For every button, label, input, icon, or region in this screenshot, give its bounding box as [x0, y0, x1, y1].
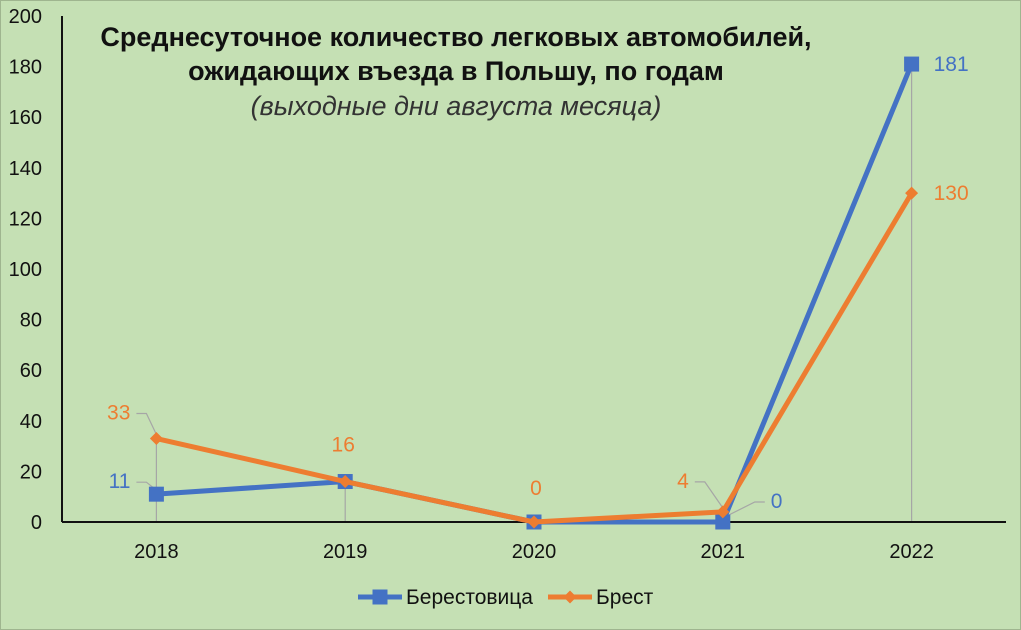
legend: Берестовица Брест	[358, 586, 654, 609]
point-marker	[148, 486, 164, 502]
y-tick-labels: 0 20 40 60 80 100 120 140 160 180 200	[9, 6, 42, 534]
point-marker	[149, 432, 163, 446]
y-tick-label: 20	[20, 461, 42, 483]
point-marker	[527, 515, 541, 529]
x-tick-label: 2019	[323, 541, 368, 563]
point-marker	[904, 56, 920, 72]
x-tick-label: 2018	[134, 541, 179, 563]
point-marker	[338, 475, 352, 489]
point-marker	[716, 505, 730, 519]
data-label: 0	[530, 477, 542, 500]
y-tick-label: 180	[9, 57, 42, 79]
data-label: 11	[109, 470, 131, 493]
point-marker	[905, 186, 919, 200]
x-tick-label: 2022	[889, 541, 934, 563]
y-tick-label: 40	[20, 411, 42, 433]
chart-subtitle: (выходные дни августа месяца)	[251, 91, 662, 121]
y-tick-label: 100	[9, 259, 42, 281]
data-label: 33	[107, 402, 130, 425]
data-label: 4	[677, 470, 689, 493]
series-lines	[148, 56, 920, 530]
y-tick-label: 60	[20, 360, 42, 382]
chart-title-line-1: Среднесуточное количество легковых автом…	[100, 22, 811, 52]
x-tick-labels: 2018 2019 2020 2021 2022	[134, 541, 934, 563]
legend-label: Берестовица	[406, 586, 533, 609]
data-label: 130	[934, 182, 969, 205]
series-line-1	[153, 61, 915, 525]
legend-marker	[372, 589, 388, 605]
point-marker	[715, 514, 731, 530]
y-tick-label: 200	[9, 6, 42, 28]
legend-marker	[563, 590, 577, 604]
x-tick-label: 2020	[512, 541, 557, 563]
data-labels: 11 0 181 33 16 0 4 130	[107, 53, 969, 513]
series-line-2	[153, 190, 915, 525]
y-tick-label: 140	[9, 158, 42, 180]
data-label: 0	[771, 490, 783, 513]
leader-line	[722, 501, 765, 519]
data-label: 16	[332, 434, 355, 457]
legend-label: Брест	[596, 586, 654, 609]
drop-lines	[155, 64, 913, 522]
data-label: 181	[934, 53, 969, 76]
y-tick-label: 0	[31, 512, 42, 534]
x-tick-label: 2021	[701, 541, 746, 563]
y-tick-label: 120	[9, 208, 42, 230]
chart-title-line-2: ожидающих въезда в Польшу, по годам	[188, 56, 724, 86]
y-tick-label: 160	[9, 107, 42, 129]
y-tick-label: 80	[20, 310, 42, 332]
leader-line	[694, 481, 724, 509]
leader-line	[136, 412, 157, 435]
